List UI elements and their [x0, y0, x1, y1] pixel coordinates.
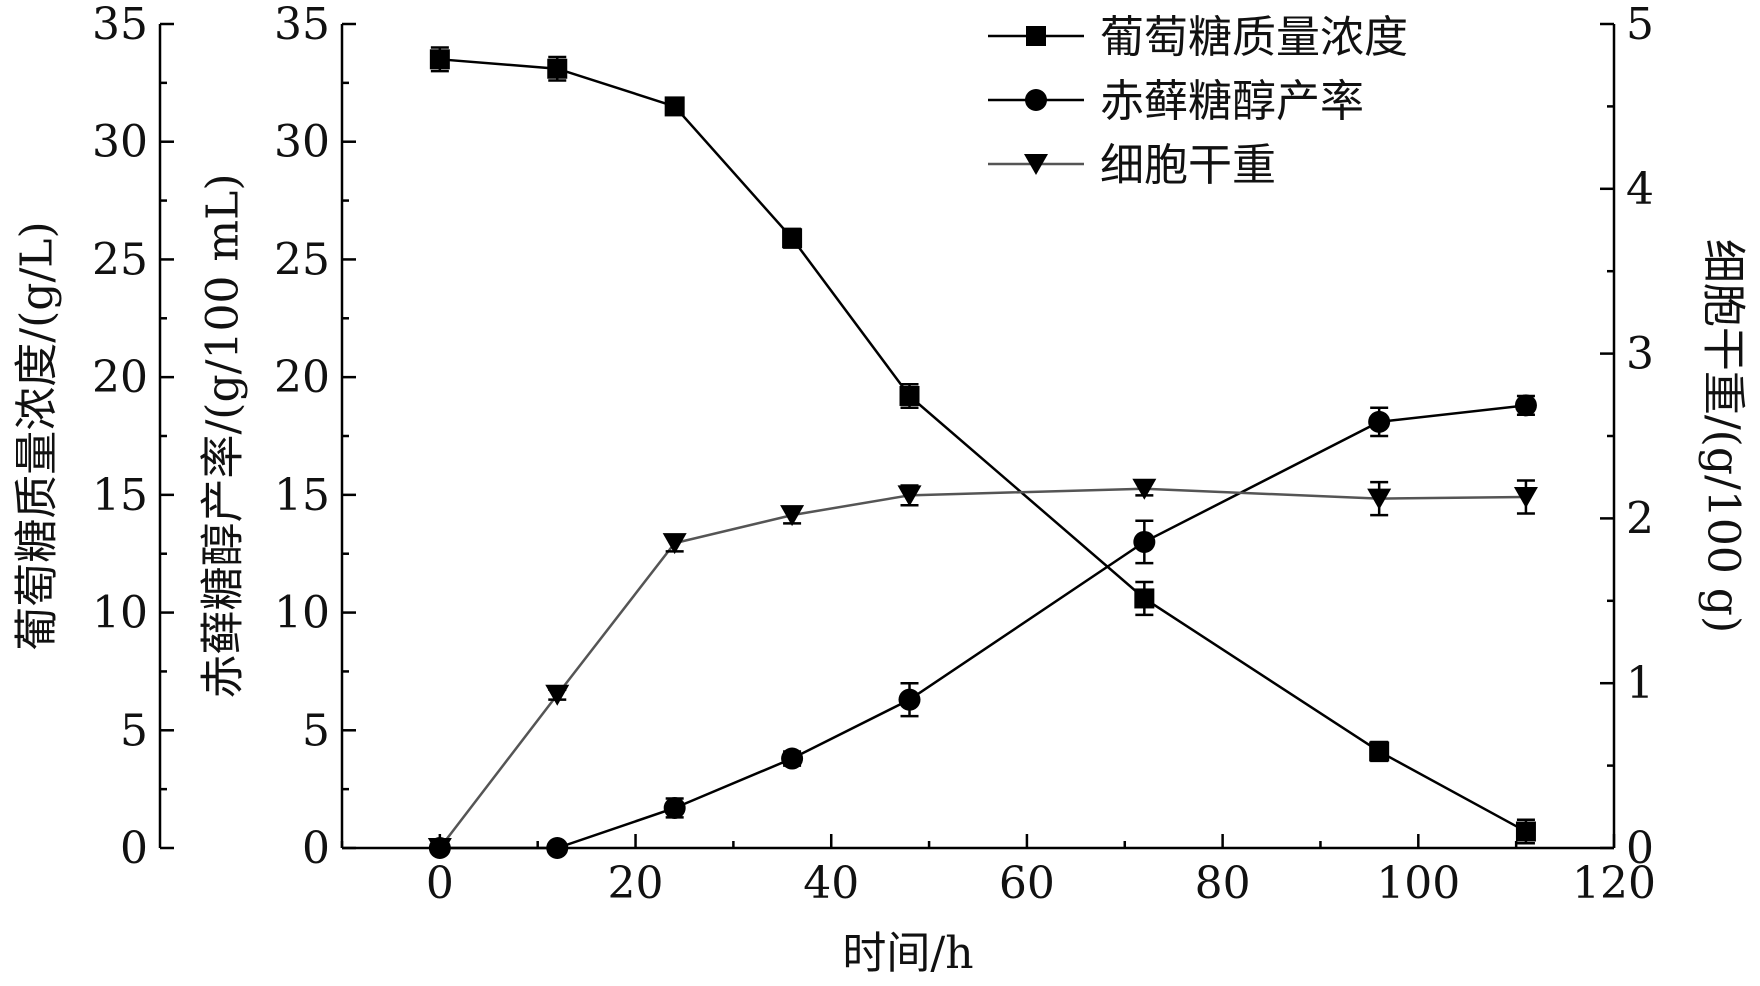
- right-tick-label: 0: [1626, 823, 1654, 874]
- right-axis-title: 细胞干重/(g/100 g): [1698, 239, 1749, 633]
- data-point: [1132, 478, 1157, 500]
- data-point: [545, 684, 570, 706]
- right-tick-label: 5: [1626, 0, 1654, 50]
- data-point: [1367, 488, 1392, 510]
- left1-tick-label: 0: [120, 823, 148, 874]
- data-point: [664, 96, 685, 117]
- x-axis-title: 时间/h: [842, 928, 973, 979]
- left2-tick-label: 15: [274, 470, 330, 521]
- left2-tick-label: 5: [302, 705, 330, 756]
- data-point: [429, 49, 450, 70]
- data-point: [427, 838, 452, 859]
- left1-tick-label: 10: [92, 588, 148, 639]
- series-line: [439, 58, 1527, 833]
- data-point: [1515, 821, 1536, 842]
- axes-layer: 0 20 40 60 80 100 120时间/h05101520253035葡萄糖质量浓度…: [12, 0, 1749, 979]
- left2-tick-label: 30: [274, 117, 330, 168]
- data-point: [898, 688, 921, 711]
- left2-tick-label: 25: [274, 234, 330, 285]
- data-point: [897, 485, 922, 507]
- series-layer: [427, 46, 1538, 859]
- data-point: [662, 533, 687, 555]
- series-line: [439, 404, 1527, 850]
- left2-tick-label: 10: [274, 588, 330, 639]
- data-point: [899, 385, 920, 406]
- legend-item-1: 葡萄糖质量浓度: [988, 12, 1408, 63]
- data-point: [781, 747, 804, 770]
- x-tick-label: 80: [1195, 858, 1251, 909]
- left2-tick-label: 0: [302, 823, 330, 874]
- legend-label: 细胞干重: [1100, 140, 1276, 191]
- data-point: [1513, 486, 1538, 508]
- series-3: [427, 478, 1538, 859]
- left2-tick-label: 35: [274, 0, 330, 50]
- x-tick-label: 60: [999, 858, 1055, 909]
- data-point: [1133, 530, 1156, 553]
- x-tick-label: 20: [608, 858, 664, 909]
- right-tick-label: 1: [1626, 658, 1654, 709]
- left2-tick-label: 20: [274, 352, 330, 403]
- data-point: [1369, 741, 1390, 762]
- right-tick-label: 2: [1626, 493, 1654, 544]
- legend-label: 赤藓糖醇产率: [1100, 76, 1364, 127]
- data-point: [780, 505, 805, 527]
- x-tick-label: 40: [803, 858, 859, 909]
- x-tick-label: 100: [1376, 858, 1460, 909]
- series-line: [438, 487, 1526, 849]
- series-1: [429, 46, 1536, 845]
- left2-axis-title: 赤藓糖醇产率/(g/100 mL): [198, 173, 249, 698]
- left1-tick-label: 20: [92, 352, 148, 403]
- left1-tick-label: 15: [92, 470, 148, 521]
- data-point: [663, 796, 686, 819]
- left1-tick-label: 5: [120, 705, 148, 756]
- data-point: [782, 228, 803, 249]
- right-tick-label: 3: [1626, 329, 1654, 380]
- legend-marker: [1025, 89, 1047, 111]
- data-point: [547, 58, 568, 79]
- data-point: [1368, 410, 1391, 433]
- x-tick-label: 120: [1572, 858, 1656, 909]
- right-tick-label: 4: [1626, 164, 1654, 215]
- legend-marker: [1024, 154, 1048, 175]
- legend-item-3: 细胞干重: [988, 140, 1276, 191]
- left1-tick-label: 25: [92, 234, 148, 285]
- legend-marker: [1026, 26, 1046, 46]
- left1-tick-label: 35: [92, 0, 148, 50]
- series-2: [428, 394, 1537, 859]
- legend-label: 葡萄糖质量浓度: [1100, 12, 1408, 63]
- data-point: [546, 837, 569, 859]
- x-tick-label: 0: [426, 858, 454, 909]
- data-point: [1514, 394, 1537, 417]
- legend-item-2: 赤藓糖醇产率: [988, 76, 1364, 127]
- left1-tick-label: 30: [92, 117, 148, 168]
- data-point: [1134, 588, 1155, 609]
- left1-axis-title: 葡萄糖质量浓度/(g/L): [12, 221, 63, 650]
